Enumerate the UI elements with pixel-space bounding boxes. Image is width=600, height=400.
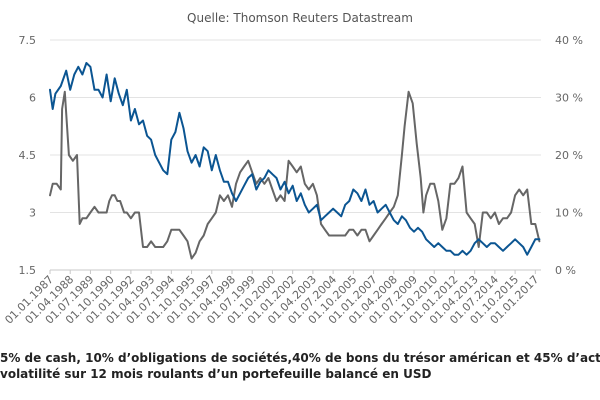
y-right-tick-label: 0 %	[555, 264, 576, 277]
y-left-tick-label: 1.5	[19, 264, 37, 277]
gridlines	[50, 39, 541, 271]
y-right-tick-label: 10 %	[555, 207, 583, 220]
y-left-tick-label: 3	[29, 207, 36, 220]
y-left-tick-label: 6	[29, 92, 36, 105]
chart-subtitle: Quelle: Thomson Reuters Datastream	[187, 11, 413, 25]
legend-line-1: 5% de cash, 10% d’obligations de société…	[0, 351, 600, 365]
portfolio-series-line	[49, 62, 541, 256]
volatility-series-line	[49, 90, 541, 260]
right-axis-ticks: 0 % 10 % 20 % 30 % 40 %	[555, 34, 583, 277]
y-right-tick-label: 40 %	[555, 34, 583, 47]
legend-line-2: volatilité sur 12 mois roulants d’un por…	[0, 367, 432, 381]
y-right-tick-label: 20 %	[555, 149, 583, 162]
y-left-tick-label: 4.5	[19, 149, 37, 162]
y-left-tick-label: 7.5	[19, 34, 37, 47]
left-axis-ticks: 1.5 3 4.5 6 7.5	[19, 34, 37, 277]
series-lines	[49, 62, 541, 260]
y-right-tick-label: 30 %	[555, 92, 583, 105]
line-chart: Quelle: Thomson Reuters Datastream 1.5 3 4…	[2, 11, 583, 327]
x-axis: 01.01.198701.04.198801.07.198901.10.1990…	[2, 269, 541, 327]
